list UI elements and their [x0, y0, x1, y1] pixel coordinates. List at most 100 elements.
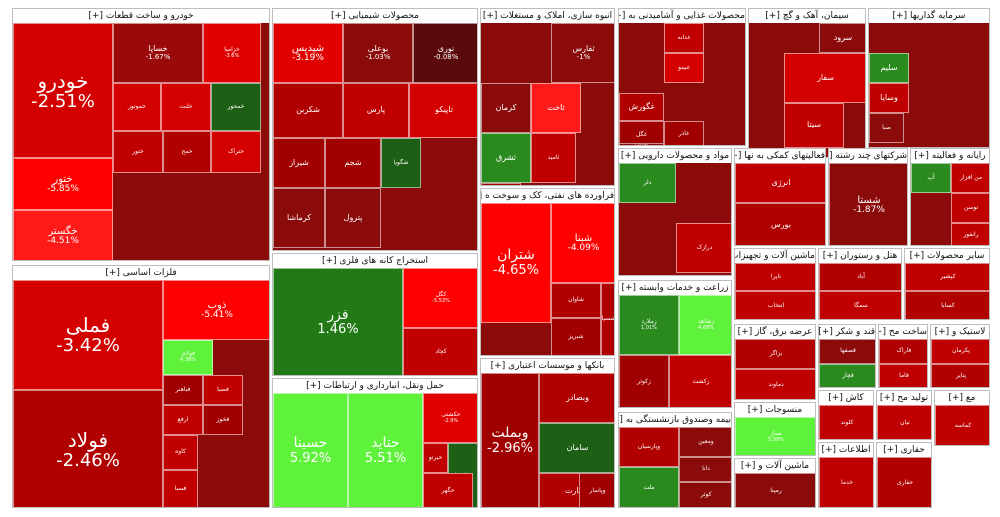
tile-16-2[interactable]: ملت — [619, 467, 679, 507]
tile-11-0[interactable]: فزر 1.46% — [273, 268, 403, 375]
tile-21-0[interactable]: فاراک — [879, 339, 927, 364]
tile-1-7[interactable]: شجم — [325, 138, 381, 188]
tile-1-9[interactable]: پترول — [325, 188, 381, 248]
tile-24-0[interactable]: نساز 5.99% — [735, 417, 815, 455]
tile-10-3[interactable]: فولای 4.36% — [163, 340, 213, 375]
sector-title[interactable]: هتل و رستوران [+] — [819, 249, 901, 264]
tile-23-1[interactable]: دماوند — [735, 369, 815, 399]
tile-5-0[interactable]: وسایا — [869, 83, 909, 113]
tile-4-0[interactable]: سفار — [784, 53, 865, 103]
tile-1-5[interactable]: تاپیکو — [409, 83, 477, 138]
sector-title[interactable]: کاش [+] — [819, 391, 873, 406]
tile-15-1[interactable]: وبصادر — [539, 373, 614, 423]
tile-12-3[interactable]: شبریز — [551, 318, 601, 355]
sector-title[interactable]: تولید مح [+] — [877, 391, 931, 406]
tile-0-4[interactable]: خساپا -1.67% — [113, 23, 203, 83]
tile-26-0[interactable]: کلوند — [819, 405, 873, 439]
tile-0-8[interactable]: خمحور — [211, 83, 261, 131]
tile-10-1[interactable]: فولاد -2.46% — [13, 390, 163, 507]
sector-title[interactable]: خودرو و ساخت قطعات [+] — [13, 9, 269, 24]
tile-12-0[interactable]: شتران -4.65% — [481, 203, 551, 323]
tile-2-1[interactable]: کرمان — [481, 83, 531, 133]
tile-14-2[interactable]: حکشتی -2.9% — [423, 393, 477, 443]
tile-5-1[interactable]: سلیم — [869, 53, 909, 83]
tile-18-0[interactable]: آباد — [819, 263, 901, 291]
sector-title[interactable]: عرضه برق، گاز [+] — [735, 325, 815, 340]
tile-3-5[interactable]: غبینو — [664, 53, 704, 83]
tile-10-5[interactable]: فصبا — [203, 375, 243, 405]
tile-6-0[interactable]: دلر — [619, 163, 676, 203]
sector-title[interactable]: انبوه سازی، املاک و مستغلات [+] — [481, 9, 614, 24]
sector-title[interactable]: مواد و محصولات دارویی [+] — [619, 149, 731, 164]
tile-15-2[interactable]: سامان — [539, 423, 614, 473]
tile-15-5[interactable]: وپاسار — [579, 473, 614, 507]
sector-title[interactable]: سیمان، آهک و گچ [+] — [749, 9, 865, 24]
tile-25-0[interactable]: رمپنا — [735, 473, 815, 507]
tile-17-1[interactable]: انتخاب — [735, 291, 815, 319]
tile-0-11[interactable]: خمح — [163, 131, 211, 173]
tile-12-4[interactable]: شسپا — [601, 283, 614, 355]
tile-12-2[interactable]: شاوان — [551, 283, 601, 318]
sector-title[interactable]: شرکتهای چند رشته [+] — [829, 149, 907, 164]
tile-13-2[interactable]: زکوثر — [619, 355, 669, 407]
tile-3-3[interactable]: بهپاک — [619, 143, 664, 145]
tile-2-4[interactable]: ثامید — [531, 133, 576, 183]
tile-1-3[interactable]: پارس — [343, 83, 409, 138]
tile-2-3[interactable]: ثشرق — [481, 133, 531, 183]
tile-30-0[interactable]: حفاری — [877, 457, 931, 507]
tile-6-1[interactable]: درازک — [676, 223, 731, 273]
sector-title[interactable]: سایر محصولات [+] — [905, 249, 989, 264]
tile-16-1[interactable]: وپارسیان — [619, 427, 679, 467]
sector-title[interactable]: فراورده های نفتی، کک و سوخت ه [+] — [481, 189, 614, 204]
tile-1-6[interactable]: شیراز — [273, 138, 325, 188]
tile-2-0[interactable]: ثفارس -1% — [551, 23, 614, 83]
tile-10-4[interactable]: فباهنر — [163, 375, 203, 405]
sector-title[interactable]: محصولات غذایی و آشامیدنی به [+] — [619, 9, 745, 24]
tile-9-0[interactable]: آپ — [911, 163, 951, 193]
tile-13-1[interactable]: زشاهد 4.69% — [679, 295, 731, 355]
tile-8-0[interactable]: شستا -1.87% — [829, 163, 907, 245]
tile-1-2[interactable]: نوری -0.08% — [413, 23, 477, 83]
tile-19-0[interactable]: کپشیر — [905, 263, 989, 291]
sector-title[interactable]: مع [+] — [935, 391, 989, 406]
sector-title[interactable]: قند و شکر [+] — [819, 325, 875, 340]
tile-16-4[interactable]: کوثر — [679, 482, 731, 507]
tile-10-0[interactable]: فملی -3.42% — [13, 280, 163, 390]
sector-title[interactable]: حفاری [+] — [877, 443, 931, 458]
tile-7-1[interactable]: بورس — [735, 203, 825, 245]
tile-13-0[interactable]: زملارد 1.01% — [619, 295, 679, 355]
tile-9-3[interactable]: رانفور — [951, 223, 989, 245]
tile-1-0[interactable]: شپدیس -3.19% — [273, 23, 343, 83]
tile-10-2[interactable]: ذوب -5.41% — [163, 280, 269, 340]
tile-5-2[interactable]: صبا — [869, 113, 904, 143]
tile-0-7[interactable]: خلنت — [161, 83, 211, 131]
tile-18-1[interactable]: سمگا — [819, 291, 901, 319]
tile-28-0[interactable]: کماسه — [935, 405, 989, 445]
sector-title[interactable]: منسوجات [+] — [735, 403, 815, 418]
tile-11-2[interactable]: کچاد — [403, 328, 477, 375]
tile-22-0[interactable]: پکرمان — [931, 339, 989, 364]
tile-13-3[interactable]: زکشت — [669, 355, 731, 407]
tile-3-0[interactable]: غگورش — [619, 93, 664, 121]
tile-16-3[interactable]: دانا — [679, 457, 731, 482]
sector-title[interactable]: بانکها و موسسات اعتباری [+] — [481, 359, 614, 374]
tile-4-2[interactable]: سیتا — [784, 103, 844, 148]
sector-title[interactable]: سرمایه گذاریها [+] — [869, 9, 989, 24]
tile-4-1[interactable]: سرود — [819, 23, 865, 53]
sector-title[interactable]: اطلاعات [+] — [819, 443, 873, 458]
tile-0-0[interactable]: خودرو -2.51% — [13, 23, 113, 158]
tile-19-1[interactable]: کسابا — [905, 291, 989, 319]
sector-title[interactable]: استخراج کانه های فلزی [+] — [273, 254, 477, 269]
tile-0-6[interactable]: خموتور — [113, 83, 161, 131]
sector-title[interactable]: ماشین آلات و [+] — [735, 459, 815, 474]
sector-title[interactable]: حمل ونقل، انبارداری و ارتباطات [+] — [273, 379, 477, 394]
tile-1-4[interactable]: شکربن — [273, 83, 343, 138]
tile-22-1[interactable]: پتایر — [931, 364, 989, 387]
tile-2-2[interactable]: ثاخت — [531, 83, 581, 133]
tile-0-3[interactable]: خگستر -4.51% — [13, 210, 113, 260]
tile-14-5[interactable]: حیرتو — [423, 443, 448, 473]
tile-1-8[interactable]: کرماشا — [273, 188, 325, 248]
tile-7-0[interactable]: انرژی — [735, 163, 825, 203]
sector-title[interactable]: لاستیک و [+] — [931, 325, 989, 340]
tile-20-1[interactable]: قچار — [819, 364, 875, 387]
